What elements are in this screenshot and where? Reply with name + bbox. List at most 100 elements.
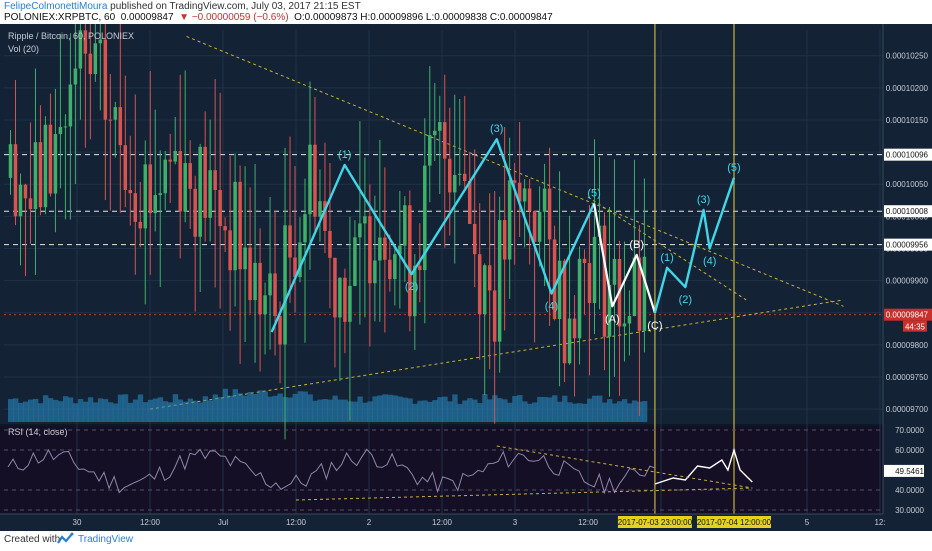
candle-body: [497, 220, 502, 342]
volume-bar: [42, 395, 49, 422]
candle-body: [587, 263, 592, 303]
publish-header: FelipeColmonettiMoura published on Tradi…: [0, 0, 932, 24]
volume-bar: [392, 395, 398, 422]
candle-body: [532, 210, 537, 242]
down-triangle-icon: ▼: [179, 12, 190, 23]
candle-body: [233, 181, 237, 271]
candle-body: [193, 188, 197, 237]
volume-bar: [352, 401, 358, 422]
volume-bar: [432, 400, 438, 422]
price-level-tag: [884, 148, 932, 161]
impulse-wave-line: [270, 138, 596, 333]
last-price: 0.00009847: [120, 12, 174, 23]
candle-body: [348, 285, 352, 322]
chart-area[interactable]: (1) (2) (3) (4) (5) (A) (B) (C) (1) (2) (3) (4) (5) …: [0, 0, 932, 531]
volume-bar: [47, 398, 54, 422]
volume-bar: [477, 403, 483, 422]
volume-bar: [262, 391, 268, 422]
time-tick-label: 12:00: [432, 518, 453, 527]
volume-bar: [287, 397, 293, 422]
volume-bar: [307, 394, 313, 422]
candle-body: [378, 237, 382, 261]
wave-label: (3): [490, 123, 503, 135]
volume-bar: [72, 403, 79, 422]
tradingview-brand-link[interactable]: TradingView: [78, 534, 134, 545]
candle-body: [278, 316, 282, 345]
candle-body: [103, 39, 108, 120]
candle-body: [293, 257, 297, 278]
time-tick-label: 5: [805, 518, 810, 527]
volume-bar: [472, 399, 478, 422]
pane-separator: [0, 424, 932, 426]
rsi-trendline: [295, 487, 753, 501]
candles: [8, 0, 647, 440]
candle-body: [303, 214, 307, 243]
volume-label: Vol (20): [8, 44, 39, 54]
volume-bar: [177, 399, 184, 422]
candle-body: [438, 122, 442, 131]
volume-bar: [247, 391, 253, 422]
candle-body: [642, 256, 647, 331]
volume-bar: [447, 401, 453, 422]
candle-body: [582, 258, 587, 264]
volume-bar: [397, 396, 403, 422]
volume-bar: [327, 399, 333, 422]
chart-svg[interactable]: (1)(2)(3)(4)(5)(A)(B)(C)(1)(2)(3)(4)(5) …: [0, 0, 932, 531]
candle-body: [288, 225, 292, 258]
created-with-label: Created with: [4, 534, 61, 545]
volume-bar: [621, 399, 628, 422]
wave-label: (A): [605, 313, 620, 325]
candle-body: [118, 107, 123, 146]
volume-bar: [302, 391, 308, 422]
price-tick-label: 0.00010250: [886, 52, 929, 61]
volume-bar: [537, 396, 543, 422]
candle-body: [637, 257, 642, 331]
rsi-projection-line: [654, 447, 753, 485]
volume-bar: [442, 396, 448, 422]
candle-body: [517, 182, 522, 202]
wave-label: (2): [405, 281, 418, 293]
candle-body: [557, 260, 562, 320]
candle-body: [567, 318, 572, 364]
time-tick-label: 12:: [874, 518, 885, 527]
volume-bar: [267, 396, 273, 422]
highlight-date-tag: [697, 516, 771, 528]
candle-body: [218, 189, 222, 227]
volume-bar: [582, 403, 588, 422]
countdown-label: 44:35: [905, 323, 926, 332]
volume-bar: [552, 395, 558, 422]
volume-bar: [187, 398, 194, 422]
volume-bar: [192, 400, 199, 422]
volume-bar: [641, 401, 648, 422]
candle-body: [178, 150, 182, 212]
rsi-tick-label: 60.0000: [895, 446, 924, 455]
time-tick-label: 30: [73, 518, 82, 527]
candle-body: [28, 198, 33, 210]
author-link[interactable]: FelipeColmonettiMoura: [4, 1, 108, 12]
volume-bar: [362, 402, 368, 422]
wave-label: (B): [629, 239, 644, 251]
volume-bar: [57, 401, 64, 422]
volume-bar: [237, 393, 244, 422]
volume-bar: [277, 393, 283, 422]
time-tick-label: 12:00: [140, 518, 161, 527]
volume-bar: [487, 399, 493, 422]
volume-bar: [32, 398, 39, 422]
volume-bar: [567, 402, 573, 422]
candle-body: [467, 181, 472, 224]
volume-bar: [162, 401, 169, 422]
candle-body: [93, 43, 98, 75]
candle-body: [393, 254, 397, 280]
candle-body: [373, 260, 377, 284]
volume-bar: [482, 394, 488, 422]
candle-body: [368, 216, 372, 284]
candle-body: [403, 205, 407, 246]
volume-bar: [172, 394, 179, 422]
price-tick-label: 0.00009700: [886, 405, 929, 414]
candle-body: [512, 180, 517, 183]
elliott-waves: (1) (2) (3) (4) (5) (A) (B) (C) (1) (2) (3) (4) (5): [270, 123, 741, 333]
volume-bar: [597, 395, 603, 422]
candle-body: [353, 237, 357, 286]
volume-bar: [387, 394, 393, 422]
candle-body: [408, 205, 412, 317]
